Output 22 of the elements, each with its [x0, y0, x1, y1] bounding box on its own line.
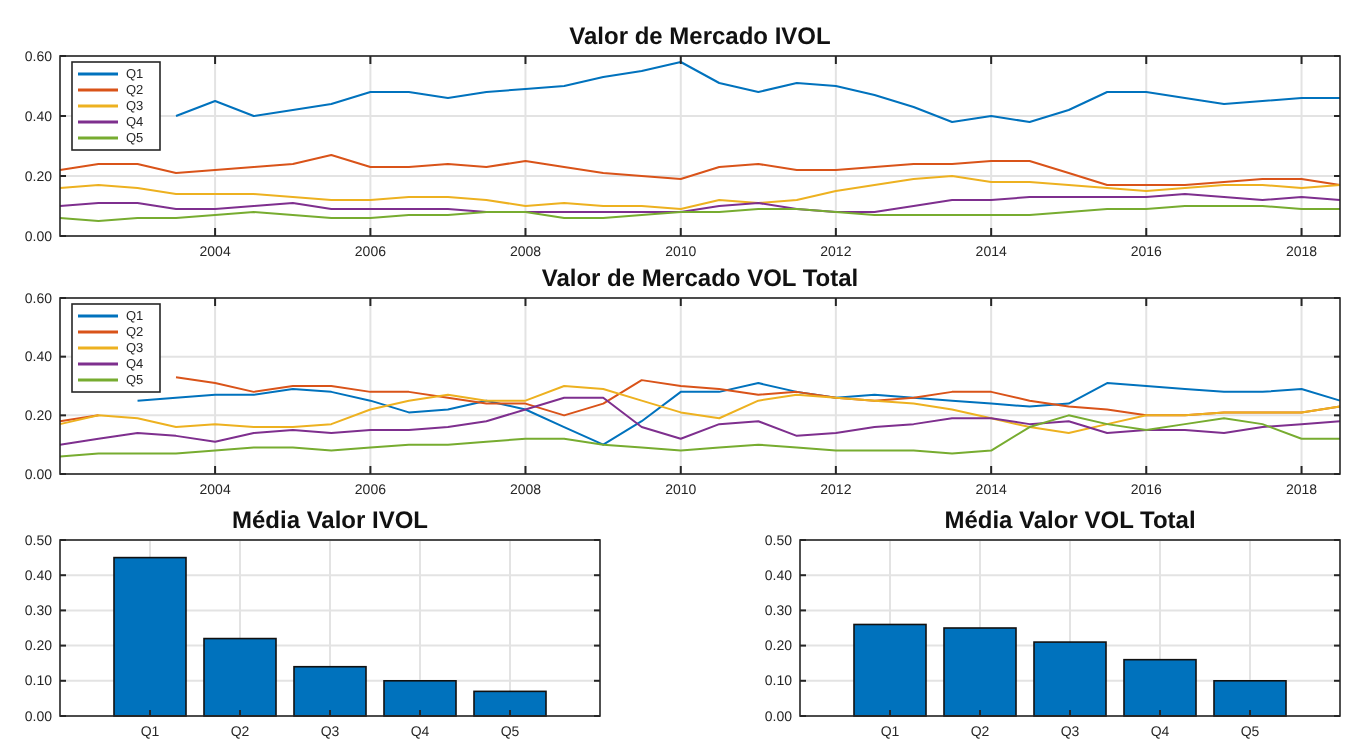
line-series: [59, 205, 1341, 222]
bar: [853, 623, 927, 717]
bar: [113, 556, 187, 717]
chart-title: Valor de Mercado IVOL: [569, 22, 831, 50]
chart-title: Valor de Mercado VOL Total: [541, 264, 859, 292]
line-series: [59, 385, 1341, 434]
line-series: [59, 193, 1341, 213]
line-series: [59, 154, 1341, 186]
bar: [1123, 658, 1197, 717]
bar: [203, 637, 277, 717]
line-series: [59, 396, 1341, 446]
chart-title: Média Valor IVOL: [231, 506, 429, 534]
bar: [1213, 680, 1287, 717]
bar: [383, 680, 457, 717]
bar: [943, 627, 1017, 717]
bar: [473, 690, 547, 717]
line-series: [175, 61, 1341, 123]
line-series: [59, 175, 1341, 210]
line-series: [59, 414, 1341, 458]
chart-title: Média Valor VOL Total: [944, 506, 1196, 534]
bar: [293, 665, 367, 717]
bar: [1033, 641, 1107, 717]
